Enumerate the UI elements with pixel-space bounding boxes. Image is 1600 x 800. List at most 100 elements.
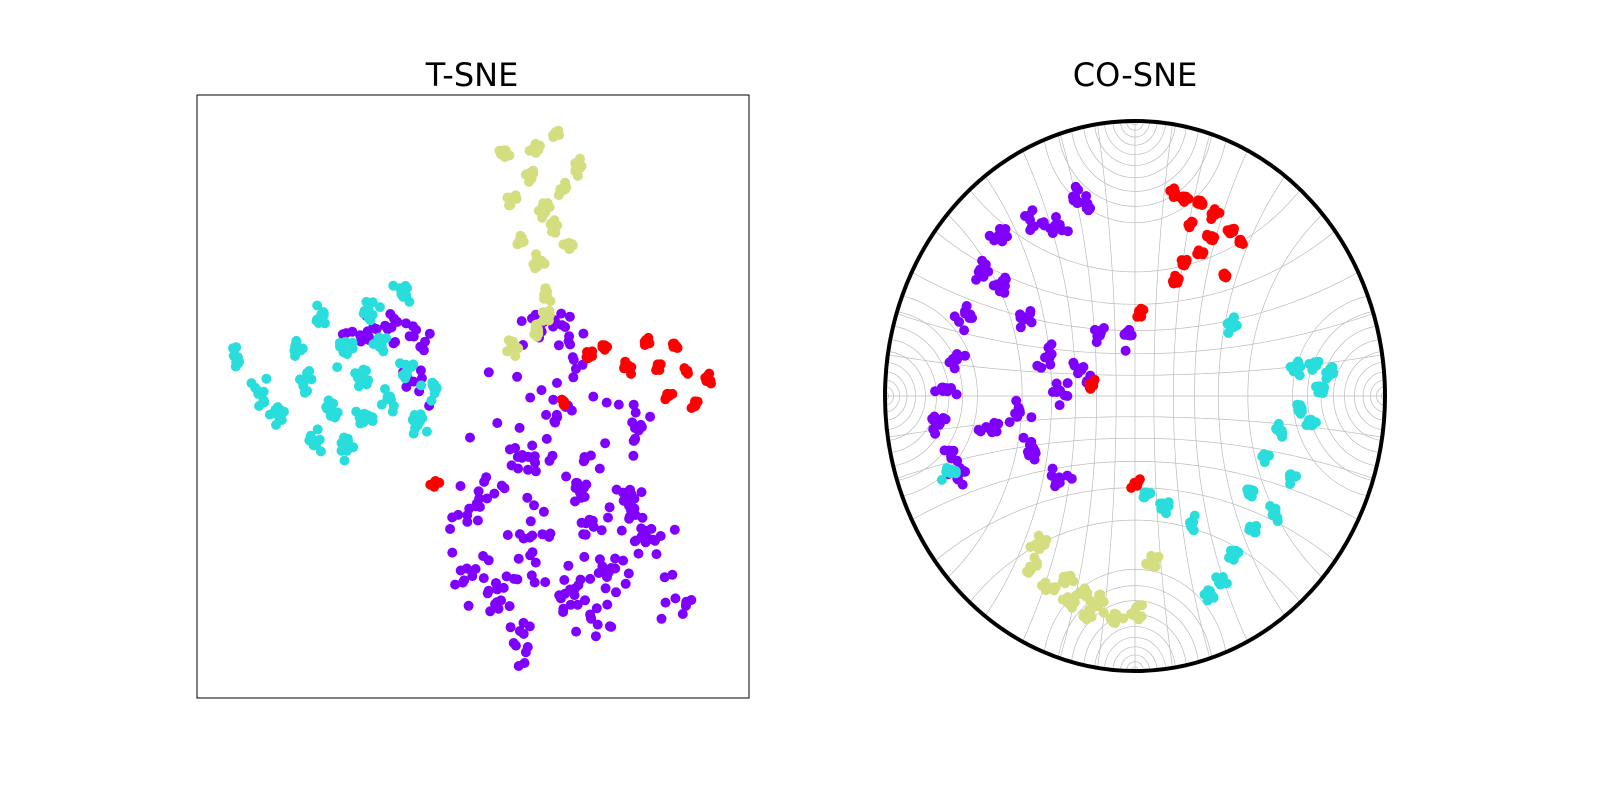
tsne-point [312,424,323,435]
tsne-point [579,551,590,562]
grid-ring [1104,121,1166,156]
cosne-point [1032,360,1043,371]
cosne-point [1285,479,1296,489]
tsne-point [570,363,581,374]
tsne-point [602,572,612,582]
tsne-point [525,392,536,403]
tsne-point [416,380,427,391]
tsne-point [517,237,528,248]
tsne-point [525,516,536,527]
tsne-point [558,607,569,617]
cosne-point [957,479,968,490]
grid-ring [1370,379,1385,413]
tsne-point [365,315,376,326]
cosne-point [954,316,965,327]
cosne-point [1032,538,1043,549]
tsne-point [353,381,364,392]
grid-arc [934,230,1336,305]
tsne-point [636,523,647,534]
tsne-point [616,525,627,536]
cosne-point [1311,381,1321,392]
tsne-point [670,593,681,604]
tsne-point [571,477,582,488]
tsne-point [485,606,496,617]
tsne-point [514,422,525,433]
tsne-point [374,332,385,343]
tsne-point [511,193,522,204]
cosne-panel: CO-SNE [883,56,1387,673]
tsne-point [603,512,613,523]
cosne-point [1054,400,1065,411]
tsne-point [530,557,541,568]
tsne-point [261,373,272,384]
tsne-point [497,149,508,160]
tsne-point [306,374,317,385]
grid-ring [885,386,894,406]
cosne-point [1093,601,1104,612]
grid-ring [1376,386,1385,406]
tsne-point [529,143,540,154]
tsne-panel: T-SNE [196,56,750,699]
tsne-point [580,595,590,606]
tsne-point [254,401,265,411]
cosne-point [1026,563,1037,574]
cosne-point [983,266,994,277]
tsne-point [610,563,621,574]
grid-ring [1094,121,1176,166]
tsne-point [541,409,552,420]
tsne-points [228,125,716,671]
tsne-point [482,588,493,599]
grid-ring [885,361,916,431]
tsne-point [656,613,667,624]
cosne-point [1027,205,1038,216]
tsne-point [252,385,263,396]
tsne-point [520,647,531,658]
tsne-point [549,416,560,427]
cosne-point [1062,226,1073,237]
tsne-point [690,400,701,411]
cosne-point [1082,200,1093,210]
cosne-point [1179,196,1190,207]
grid-ring [1070,121,1200,192]
tsne-point [576,492,586,503]
tsne-point [613,399,624,410]
grid-arc [1217,175,1286,617]
cosne-point [1245,524,1255,535]
cosne-point [964,313,975,323]
tsne-point [508,638,519,648]
tsne-point [481,472,492,483]
cosne-point [1057,576,1068,587]
tsne-point [579,452,590,462]
tsne-point [559,396,570,407]
grid-arc [1247,213,1323,579]
tsne-point [526,452,537,463]
tsne-point [591,603,602,614]
cosne-point [1199,589,1210,600]
tsne-point [588,521,599,532]
tsne-point [550,127,561,138]
tsne-point [637,512,648,523]
cosne-point [1130,477,1140,488]
cosne-point [1293,356,1304,367]
tsne-point [585,612,596,623]
tsne-point [553,340,564,351]
cosne-point [1026,317,1037,328]
cosne-point [1208,592,1219,603]
cosne-point [977,255,988,266]
tsne-point [382,392,393,403]
tsne-point [317,308,328,319]
tsne-point [561,471,572,482]
tsne-point [313,318,324,329]
tsne-point [530,466,541,477]
tsne-point [297,343,308,354]
tsne-point [628,450,639,461]
tsne-point [520,169,531,180]
tsne-point [332,407,343,418]
cosne-point [1277,431,1288,442]
cosne-point [936,474,947,485]
cosne-point [1214,574,1225,585]
tsne-point [513,553,524,564]
cosne-point [952,455,963,466]
tsne-point [385,309,396,319]
cosne-point [961,301,972,311]
